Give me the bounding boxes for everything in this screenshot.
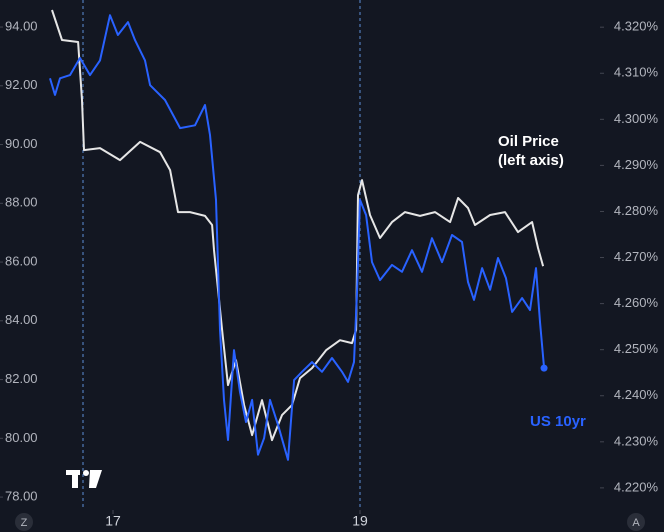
x-tick-label: 19 [352,513,368,529]
y-tick-label: 92.00 [5,77,38,92]
y-tick-label: 78.00 [5,489,38,504]
scale-button[interactable] [627,513,645,531]
line [51,9,545,442]
y-tick-label: 80.00 [5,430,38,445]
y-tick-label: 94.00 [5,18,38,33]
y-tick-label: 84.00 [5,312,38,327]
scale-button[interactable] [15,513,33,531]
y2-tick-label: 4.290% [614,157,659,172]
y2-tick-label: 4.270% [614,249,659,264]
line [49,14,546,461]
x-tick-label: 17 [105,513,121,529]
y2-tick-label: 4.260% [614,295,659,310]
series-label: Oil Price [498,133,559,150]
y-tick-label: 90.00 [5,136,38,151]
y2-tick-label: 4.280% [614,203,659,218]
y2-tick-label: 4.310% [614,65,659,80]
y2-tick-label: 4.320% [614,19,659,34]
y2-tick-label: 4.300% [614,111,659,126]
end-dot [540,364,548,372]
y2-tick-label: 4.240% [614,387,659,402]
scale-button-label: Z [21,517,28,529]
series-label: US 10yr [530,413,586,430]
y-tick-label: 88.00 [5,195,38,210]
scale-button-label: A [632,517,640,529]
logo [66,470,102,488]
series-label-note: (left axis) [498,152,564,169]
y2-tick-label: 4.250% [614,341,659,356]
y2-tick-label: 4.220% [614,479,659,494]
y-tick-label: 86.00 [5,253,38,268]
y-tick-label: 82.00 [5,371,38,386]
y2-tick-label: 4.230% [614,433,659,448]
